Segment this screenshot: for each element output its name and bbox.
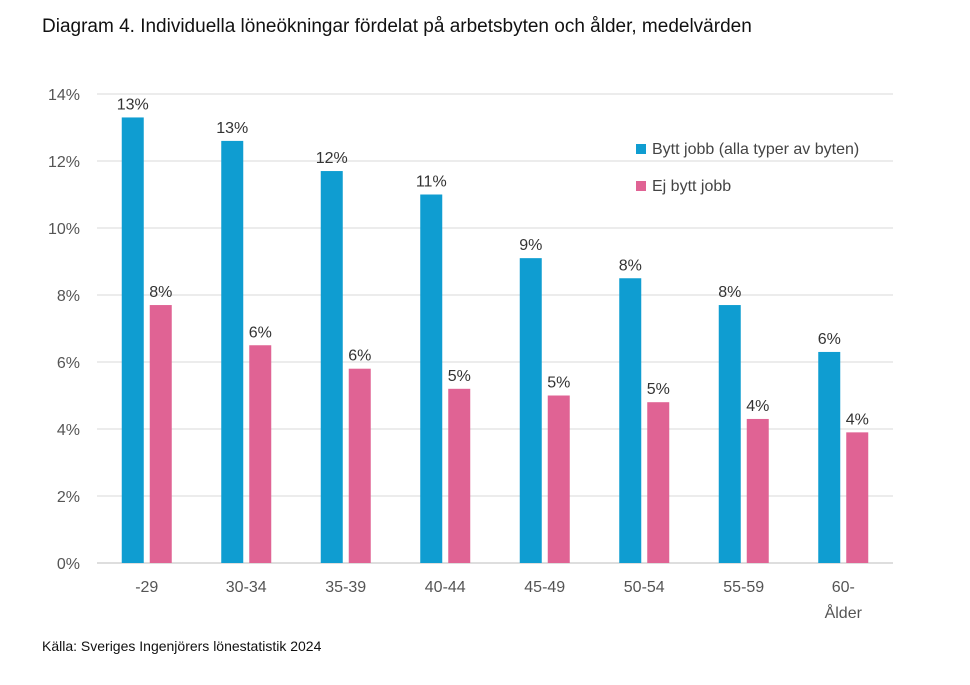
x-tick-label: 55-59 <box>723 579 764 596</box>
x-tick-label: 45-49 <box>524 579 565 596</box>
bar-bytt-jobb <box>519 258 542 563</box>
bar-ej-bytt-jobb <box>547 395 570 563</box>
bar-bytt-jobb <box>320 171 343 564</box>
data-label: 6% <box>818 331 841 348</box>
bar-bytt-jobb <box>420 194 443 563</box>
data-label: 8% <box>149 284 172 301</box>
data-label: 12% <box>316 150 348 167</box>
gridlines <box>97 93 893 564</box>
bar-bytt-jobb <box>121 117 144 563</box>
data-label: 4% <box>846 411 869 428</box>
x-axis-ticks: -29 30-34 35-39 40-44 45-49 50-54 55-59 60- <box>135 579 855 596</box>
bar-ej-bytt-jobb <box>846 432 869 563</box>
bar-bytt-jobb <box>221 140 244 563</box>
data-label: 6% <box>249 324 272 341</box>
y-tick-label: 4% <box>57 422 80 439</box>
y-axis-ticks: 0% 2% 4% 6% 8% 10% 12% 14% <box>48 87 80 573</box>
bars <box>121 117 869 564</box>
data-label: 13% <box>216 120 248 137</box>
x-tick-label: 35-39 <box>325 579 366 596</box>
data-label: 5% <box>547 375 570 392</box>
bar-ej-bytt-jobb <box>746 418 769 563</box>
legend: Bytt jobb (alla typer av byten) Ej bytt j… <box>636 141 859 195</box>
bar-ej-bytt-jobb <box>448 388 471 563</box>
data-label: 4% <box>746 398 769 415</box>
data-label: 13% <box>117 96 149 113</box>
data-label: 11% <box>416 174 447 191</box>
y-tick-label: 0% <box>57 556 80 573</box>
data-labels: 13% 8% 13% 6% 12% 6% 11% 5% 9% 5% 8% 5% 8% 4% 6% 4% <box>117 96 869 428</box>
data-label: 6% <box>348 348 371 365</box>
data-label: 8% <box>619 257 642 274</box>
y-tick-label: 8% <box>57 288 80 305</box>
x-tick-label: 40-44 <box>425 579 466 596</box>
bar-ej-bytt-jobb <box>348 368 371 563</box>
source-note: Källa: Sveriges Ingenjörers lönestatisti… <box>42 638 322 654</box>
legend-swatch <box>636 181 646 191</box>
x-tick-label: 50-54 <box>624 579 665 596</box>
bar-ej-bytt-jobb <box>149 305 172 563</box>
data-label: 9% <box>519 237 542 254</box>
y-tick-label: 14% <box>48 87 80 104</box>
bar-ej-bytt-jobb <box>249 345 272 563</box>
y-tick-label: 12% <box>48 154 80 171</box>
legend-label: Bytt jobb (alla typer av byten) <box>652 141 859 158</box>
bar-bytt-jobb <box>619 278 642 563</box>
x-tick-label: 60- <box>832 579 855 596</box>
bar-bytt-jobb <box>818 351 841 563</box>
bar-bytt-jobb <box>718 305 741 563</box>
data-label: 8% <box>718 284 741 301</box>
x-tick-label: -29 <box>135 579 158 596</box>
y-tick-label: 10% <box>48 221 80 238</box>
chart-title: Diagram 4. Individuella löneökningar för… <box>42 16 752 37</box>
y-tick-label: 6% <box>57 355 80 372</box>
y-tick-label: 2% <box>57 489 80 506</box>
legend-label: Ej bytt jobb <box>652 178 731 195</box>
data-label: 5% <box>448 368 471 385</box>
bar-ej-bytt-jobb <box>647 402 670 563</box>
legend-swatch <box>636 144 646 154</box>
x-axis-label: Ålder <box>825 603 863 622</box>
x-tick-label: 30-34 <box>226 579 267 596</box>
data-label: 5% <box>647 381 670 398</box>
